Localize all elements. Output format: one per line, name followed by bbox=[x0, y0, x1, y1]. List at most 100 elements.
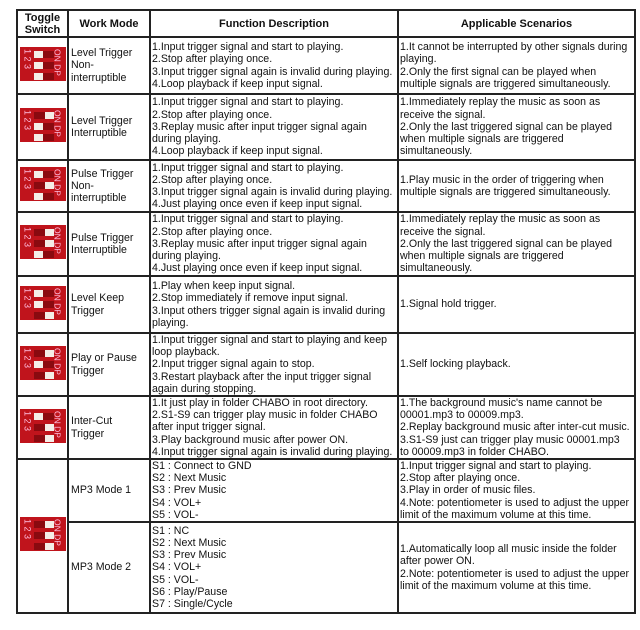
text-line: S3 : Prev Music bbox=[152, 549, 227, 562]
switch-knob bbox=[44, 112, 54, 120]
switch-slot bbox=[33, 412, 54, 420]
text-line: S4 : VOL+ bbox=[152, 496, 202, 509]
on-dp-label: ON DP bbox=[52, 227, 63, 255]
text-line: 1.The background music's name cannot be bbox=[400, 397, 603, 410]
toggle-switch-cell: 1 2 3 ON DP bbox=[16, 275, 69, 334]
text-line: limit of the maximum volume at this time… bbox=[400, 508, 592, 521]
text-line: after power ON. bbox=[400, 555, 475, 568]
table-row: 1 2 3 ON DP Level Trigger Interruptible 1.I… bbox=[16, 93, 636, 161]
switch-knob bbox=[33, 300, 43, 308]
text-line: 1.Input trigger signal and start to play… bbox=[152, 213, 344, 226]
text-line: playing. bbox=[152, 316, 189, 329]
work-mode-cell: MP3 Mode 1 bbox=[67, 458, 151, 524]
switch-knob bbox=[33, 134, 43, 142]
text-line: S3 : Prev Music bbox=[152, 484, 227, 497]
switch-slot bbox=[33, 182, 54, 190]
text-line: S5 : VOL- bbox=[152, 573, 199, 586]
switch-knob bbox=[33, 360, 43, 368]
applicable-scenarios-cell: 1.It cannot be interrupted by other sign… bbox=[397, 36, 636, 95]
applicable-scenarios-cell: 1.Play music in the order of triggering … bbox=[397, 159, 636, 213]
text-line: receive the signal. bbox=[400, 225, 486, 238]
text-line: 3.Play in order of music files. bbox=[400, 484, 536, 497]
on-dp-label: ON DP bbox=[52, 347, 63, 375]
text-line: 1.Input trigger signal and start to play… bbox=[152, 334, 387, 346]
switch-slot bbox=[33, 171, 54, 179]
text-line: 1.Signal hold trigger. bbox=[400, 298, 497, 311]
switch-numbers: 1 2 3 bbox=[22, 169, 33, 190]
applicable-scenarios-cell: 1.Automatically loop all music inside th… bbox=[397, 521, 636, 615]
text-line: 2.Stop after playing once. bbox=[152, 53, 273, 66]
text-line: S6 : Play/Pause bbox=[152, 585, 228, 598]
function-description-cell: 1.Play when keep input signal. 2.Stop imm… bbox=[149, 275, 399, 334]
text-line: 3.Replay music after input trigger signa… bbox=[152, 237, 367, 250]
switch-slot bbox=[33, 112, 54, 120]
work-mode-cell: Inter-Cut Trigger bbox=[67, 395, 151, 461]
text-line: 1.It cannot be interrupted by other sign… bbox=[400, 41, 628, 54]
switch-numbers: 1 2 3 bbox=[22, 519, 33, 540]
toggle-switch-cell: 1 2 3 ON DP bbox=[16, 93, 69, 161]
toggle-switch-cell: 1 2 3 ON DP bbox=[16, 331, 69, 398]
switch-slot bbox=[33, 50, 54, 58]
dip-switch-mode-table: Toggle Switch Work Mode Function Descrip… bbox=[16, 9, 636, 615]
switch-knob bbox=[44, 521, 54, 529]
text-line: to 00009.mp3 in folder CHABO. bbox=[400, 445, 549, 458]
switch-slot bbox=[33, 193, 54, 201]
table-row: MP3 Mode 2 S1 : NC S2 : Next Music S3 : Pre… bbox=[17, 521, 636, 615]
switch-slot bbox=[33, 229, 54, 237]
switch-slot bbox=[33, 349, 54, 357]
table-row: 1 2 3 ON DP Inter-Cut Trigger 1.It just pla… bbox=[16, 395, 636, 461]
switch-knob bbox=[33, 412, 43, 420]
text-line: 4.Note: potentiometer is used to adjust … bbox=[400, 496, 630, 509]
text-line: 3.Restart playback after the input trigg… bbox=[152, 370, 372, 383]
switch-slot bbox=[33, 240, 54, 248]
switch-knob bbox=[33, 193, 43, 201]
switch-slot bbox=[33, 311, 54, 319]
text-line: 2.Stop after playing once. bbox=[400, 472, 521, 485]
switch-knob bbox=[44, 532, 54, 540]
on-dp-label: ON DP bbox=[52, 48, 63, 76]
text-line: 2.Stop immediately if remove input signa… bbox=[152, 292, 349, 305]
on-dp-label: ON DP bbox=[52, 287, 63, 315]
switch-slot bbox=[33, 423, 54, 431]
function-description-cell: 1.Input trigger signal and start to play… bbox=[149, 159, 399, 213]
on-dp-label: ON DP bbox=[52, 410, 63, 438]
dip-switch-icon: 1 2 3 ON DP bbox=[19, 345, 66, 380]
text-line: 2.Note: potentiometer is used to adjust … bbox=[400, 567, 630, 580]
text-line: S4 : VOL+ bbox=[152, 561, 202, 574]
text-line: 4.Loop playback if keep input signal. bbox=[152, 145, 323, 158]
switch-slot bbox=[33, 289, 54, 297]
applicable-scenarios-cell: 1.Immediately replay the music as soon a… bbox=[397, 211, 636, 277]
work-mode-cell: Play or Pause Trigger bbox=[67, 331, 151, 398]
table-row: 1 2 3 ON DP Level Keep Trigger 1.Play when … bbox=[16, 275, 636, 334]
switch-knob bbox=[33, 123, 43, 131]
text-line: 3.Input trigger signal again is invalid … bbox=[152, 186, 393, 198]
on-dp-label: ON DP bbox=[52, 519, 63, 547]
switch-numbers: 1 2 3 bbox=[22, 410, 33, 431]
text-line: 4.Loop playback if keep input signal. bbox=[152, 77, 323, 90]
text-line: receive the signal. bbox=[400, 108, 486, 121]
table-row: 1 2 3 ON DP MP3 Mode 1 S1 : Connect to GND S… bbox=[16, 458, 636, 615]
text-line: S1 : NC bbox=[152, 524, 190, 537]
text-line: 1.Immediately replay the music as soon a… bbox=[400, 96, 601, 109]
text-line: during playing. bbox=[152, 250, 221, 263]
switch-knob bbox=[33, 61, 43, 69]
text-line: 1.Self locking playback. bbox=[400, 358, 511, 371]
dip-switch-icon: 1 2 3 ON DP bbox=[19, 517, 66, 552]
text-line: 2.Only the last triggered signal can be … bbox=[400, 120, 613, 133]
on-dp-label: ON DP bbox=[52, 110, 63, 138]
dip-switch-icon: 1 2 3 ON DP bbox=[19, 108, 66, 143]
text-line: 2.Input trigger signal again to stop. bbox=[152, 358, 315, 371]
text-line: 1.Play when keep input signal. bbox=[152, 280, 296, 293]
text-line: multiple signals are triggered simultane… bbox=[400, 186, 611, 198]
text-line: 2.S1-S9 can trigger play music in folder… bbox=[152, 409, 378, 422]
switch-slot bbox=[33, 371, 54, 379]
text-line: 2.Stop after playing once. bbox=[152, 108, 273, 121]
text-line: S5 : VOL- bbox=[152, 508, 199, 521]
function-description-cell: 1.Input trigger signal and start to play… bbox=[149, 211, 399, 277]
switch-slot bbox=[33, 543, 54, 551]
switch-knob bbox=[44, 371, 54, 379]
switch-knob bbox=[44, 229, 54, 237]
table-row: 1 2 3 ON DP Pulse Trigger Non-interruptibl… bbox=[16, 159, 636, 213]
text-line: 2.Stop after playing once. bbox=[152, 173, 273, 186]
dip-switch-icon: 1 2 3 ON DP bbox=[19, 167, 66, 202]
